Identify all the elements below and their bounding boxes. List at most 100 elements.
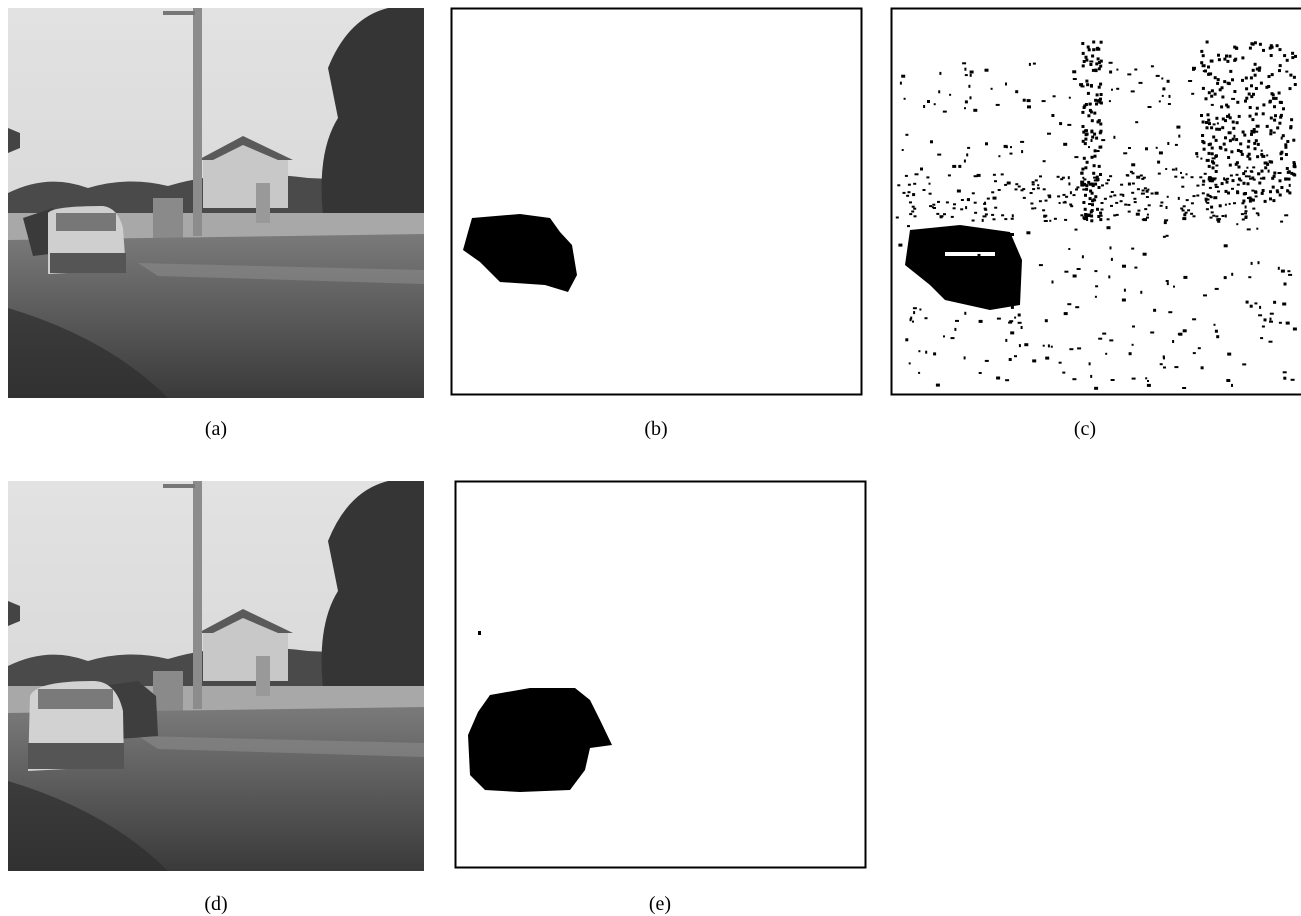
noise-dot <box>915 173 919 175</box>
noise-dot <box>1226 379 1230 382</box>
noise-dot <box>1211 60 1214 63</box>
noise-dot <box>1100 215 1103 217</box>
noise-dot <box>1134 267 1137 269</box>
noise-dot <box>1236 190 1239 193</box>
noise-dot <box>1072 70 1076 73</box>
noise-dot <box>1225 190 1228 193</box>
noise-dot <box>1279 116 1282 119</box>
noise-dot <box>983 203 986 205</box>
noise-dot <box>962 62 966 64</box>
noise-dot <box>1095 103 1098 106</box>
noise-dot <box>1216 82 1219 85</box>
noise-dot <box>1054 218 1057 220</box>
noise-dot <box>931 233 934 235</box>
noise-dot <box>1244 170 1247 172</box>
noise-dot <box>1062 372 1065 374</box>
noise-dot <box>1147 384 1151 387</box>
noise-dot <box>1248 175 1251 177</box>
noise-dot <box>1215 186 1219 188</box>
noise-dot <box>1124 289 1126 292</box>
noise-dot <box>1141 193 1145 195</box>
noise-dot <box>1222 215 1225 217</box>
noise-dot <box>1203 294 1207 296</box>
noise-dot <box>996 104 1000 106</box>
noise-dot <box>1096 208 1099 211</box>
noise-dot <box>1005 339 1007 342</box>
noise-dot <box>1212 215 1215 217</box>
noise-dot <box>984 208 987 210</box>
noise-dot <box>1208 152 1211 155</box>
noise-dot <box>1239 142 1242 145</box>
noise-dot <box>923 189 926 191</box>
noise-dot <box>1082 125 1085 128</box>
noise-dot <box>1142 190 1145 192</box>
noise-dot <box>967 199 970 201</box>
noise-dot <box>1075 189 1078 191</box>
noise-dot <box>1248 276 1251 278</box>
noise-dot <box>1260 82 1263 85</box>
noise-dot <box>1244 192 1247 195</box>
noise-dot <box>1206 208 1209 210</box>
noise-dot <box>940 262 944 264</box>
noise-dot <box>1090 210 1093 213</box>
noise-dot <box>1193 352 1196 354</box>
noise-dot <box>1208 91 1211 94</box>
noise-dot <box>1199 176 1202 178</box>
noise-dot <box>1086 218 1088 221</box>
noise-panel <box>892 9 1301 395</box>
noise-dot <box>1093 133 1096 136</box>
noise-dot <box>896 217 899 219</box>
noise-dot <box>1085 56 1088 59</box>
frame <box>452 9 862 395</box>
noise-dot <box>1215 117 1218 120</box>
noise-dot <box>1100 102 1103 105</box>
noise-dot <box>1010 153 1013 155</box>
noise-dot <box>1082 255 1084 258</box>
noise-dot <box>1224 179 1227 181</box>
noise-dot <box>1181 186 1184 188</box>
noise-dot <box>1192 68 1195 71</box>
noise-dot <box>1284 283 1287 286</box>
noise-dot <box>1269 160 1272 163</box>
noise-dot <box>1279 322 1282 324</box>
noise-dot <box>1206 126 1209 129</box>
noise-dot <box>964 312 966 315</box>
noise-dot <box>1249 106 1252 109</box>
noise-dot <box>1255 195 1258 197</box>
noise-dot <box>920 273 924 275</box>
noise-dot <box>1258 182 1261 185</box>
noise-dot <box>1140 291 1142 294</box>
noise-dot <box>1162 87 1165 90</box>
noise-dot <box>942 235 945 237</box>
noise-dot <box>948 174 951 176</box>
noise-dot <box>1032 359 1036 362</box>
figure: (a) (b) (c) (d) (e) <box>0 0 1301 916</box>
noise-dot <box>1266 154 1268 156</box>
noise-dot <box>1070 191 1072 194</box>
noise-dot <box>993 218 996 220</box>
noise-dot <box>1228 131 1232 134</box>
noise-dot <box>1211 104 1214 106</box>
noise-dot <box>1086 133 1089 136</box>
noise-dot <box>908 184 911 186</box>
noise-dot <box>1102 333 1106 335</box>
noise-dot <box>1245 97 1248 100</box>
noise-dot <box>1222 118 1225 121</box>
noise-dot <box>1153 309 1156 312</box>
noise-dot <box>1247 145 1250 148</box>
noise-dot <box>1109 339 1113 341</box>
noise-dot <box>912 193 915 196</box>
noise-dot <box>1091 136 1094 139</box>
noise-dot <box>951 337 955 339</box>
noise-dot <box>1151 193 1154 195</box>
noise-dot <box>1287 270 1290 272</box>
noise-dot <box>1209 177 1212 179</box>
noise-dot <box>1083 178 1086 180</box>
noise-dot <box>1088 146 1090 148</box>
noise-dot <box>1241 79 1244 82</box>
noise-dot <box>1160 205 1163 207</box>
noise-dot <box>912 321 914 323</box>
noise-dot <box>1089 61 1093 63</box>
noise-dot <box>1053 95 1056 97</box>
noise-dot <box>1245 77 1248 80</box>
